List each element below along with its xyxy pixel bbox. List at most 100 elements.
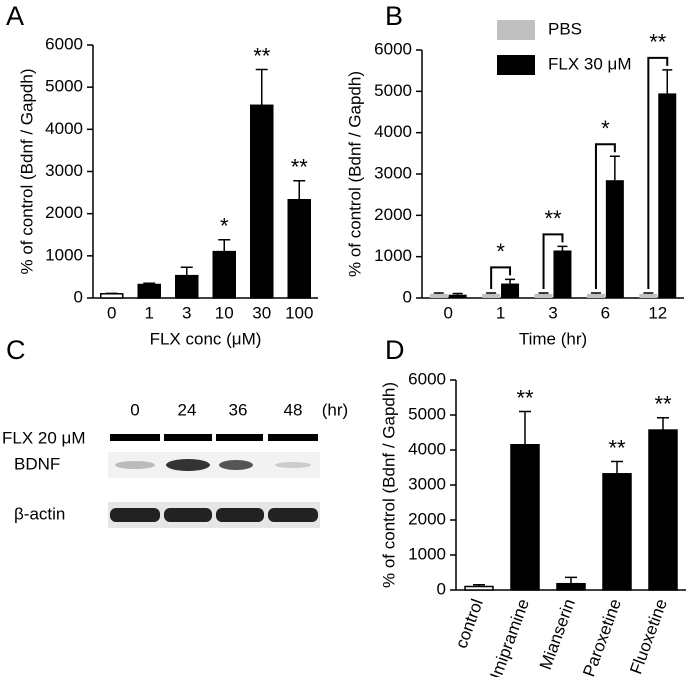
y-tick-label: 5000 [45, 77, 83, 96]
error-bar [486, 292, 497, 294]
lane-bar [268, 434, 318, 441]
x-tick-label: 3 [548, 303, 557, 322]
y-tick-label: 1000 [408, 544, 446, 563]
error-bar [255, 68, 268, 106]
x-tick-label: 12 [648, 303, 667, 322]
error-bar [293, 180, 306, 200]
time-unit: (hr) [322, 400, 348, 419]
y-tick-label: 1000 [45, 245, 83, 264]
y-tick-label: 6000 [45, 34, 83, 53]
y-tick-label: 4000 [45, 119, 83, 138]
bar [602, 473, 632, 591]
panel-label: C [6, 335, 26, 365]
lane-bar [110, 434, 160, 441]
y-tick-label: 6000 [374, 39, 412, 58]
bar [501, 283, 520, 298]
bar [605, 180, 624, 298]
y-tick-label: 3000 [45, 161, 83, 180]
y-tick-label: 6000 [408, 369, 446, 388]
error-bar [662, 69, 673, 94]
error-bar [519, 410, 531, 445]
significance: ** [291, 155, 309, 180]
band [216, 508, 264, 522]
significance: ** [253, 43, 271, 68]
error-bar [565, 576, 577, 584]
panel-label: B [385, 1, 403, 31]
bar [100, 293, 124, 299]
panel-label: D [385, 335, 405, 365]
legend-label: PBS [548, 19, 582, 38]
bar [586, 293, 605, 298]
bar [137, 283, 161, 299]
y-tick-label: 5000 [408, 404, 446, 423]
x-tick-label: 1 [145, 303, 154, 322]
significance: * [601, 116, 610, 141]
x-tick-label: Fluoxetine [626, 596, 671, 676]
time-label: 0 [130, 400, 139, 419]
x-tick-label: 6 [601, 303, 610, 322]
bar [250, 104, 274, 299]
time-label: 48 [284, 400, 303, 419]
bar [510, 444, 540, 591]
band [110, 508, 160, 522]
error-bar [218, 239, 231, 252]
time-label: 24 [178, 400, 197, 419]
y-axis-label: % of control (Bdnf / Gapdh) [379, 382, 398, 588]
row-label: BDNF [14, 454, 60, 473]
lane-bar [164, 434, 212, 441]
error-bar [643, 292, 654, 294]
significance: ** [608, 435, 626, 460]
bar [648, 429, 678, 591]
bar [556, 582, 586, 591]
bar [175, 274, 199, 299]
error-bar [590, 292, 601, 294]
x-tick-label: control [452, 596, 487, 650]
bar [534, 293, 553, 298]
y-tick-label: 5000 [374, 81, 412, 100]
bar [553, 250, 572, 298]
x-tick-label: Imipramine [486, 596, 533, 677]
y-tick-label: 0 [74, 287, 83, 306]
x-tick-label: 0 [443, 303, 452, 322]
error-bar [657, 417, 669, 431]
y-tick-label: 4000 [408, 439, 446, 458]
bar [639, 293, 658, 298]
legend-label: FLX 30 μM [548, 54, 632, 73]
error-bar [538, 292, 549, 294]
bar [212, 250, 236, 299]
y-tick-label: 2000 [45, 203, 83, 222]
y-axis-label: % of control (Bdnf / Gapdh) [345, 71, 364, 277]
bar [287, 199, 311, 299]
y-axis-label: % of control (Bdnf / Gapdh) [17, 69, 36, 275]
panel-label: A [6, 1, 24, 31]
error-bar [609, 155, 620, 181]
y-tick-label: 0 [437, 579, 446, 598]
x-tick-label: Paroxetine [579, 596, 625, 677]
error-bar [452, 292, 463, 295]
band [275, 462, 311, 468]
legend-swatch [497, 20, 535, 40]
x-tick-label: 3 [182, 303, 191, 322]
significance: ** [649, 30, 667, 55]
y-tick-label: 4000 [374, 122, 412, 141]
error-bar [143, 282, 156, 285]
y-tick-label: 3000 [408, 474, 446, 493]
significance: * [220, 214, 229, 239]
y-tick-label: 3000 [374, 163, 412, 182]
row-label: β-actin [14, 504, 65, 523]
bar [464, 585, 494, 591]
error-bar [611, 460, 623, 474]
x-axis-label: Time (hr) [519, 329, 587, 348]
y-tick-label: 0 [403, 287, 412, 306]
error-bar [180, 266, 193, 276]
significance: * [496, 239, 505, 264]
legend-swatch [497, 55, 535, 75]
significance-bracket [490, 266, 512, 290]
error-bar [557, 245, 568, 251]
x-tick-label: 30 [252, 303, 271, 322]
error-bar [505, 278, 516, 284]
error-bar [433, 292, 444, 294]
bar [482, 293, 501, 298]
y-tick-label: 2000 [408, 509, 446, 528]
